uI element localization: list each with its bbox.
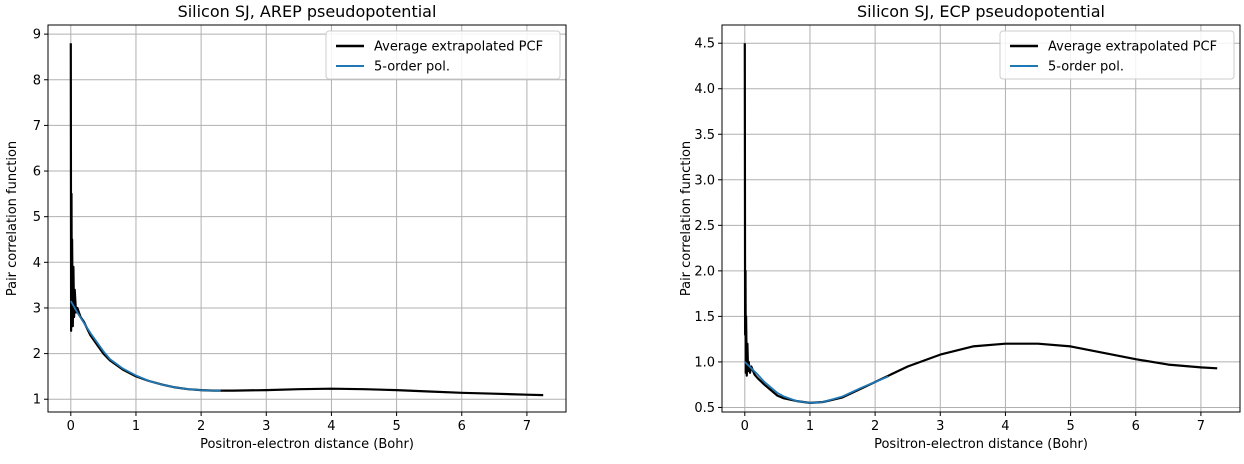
x-tick-label: 2 [197,419,205,434]
x-tick-label: 0 [67,419,75,434]
x-tick-label: 1 [132,419,140,434]
legend-label: 5-order pol. [1048,60,1124,75]
x-tick-label: 3 [262,419,270,434]
y-tick-label: 1 [33,393,41,408]
y-axis-label: Pair correlation function [5,141,20,296]
series-line-polynomial [70,300,221,392]
y-tick-label: 1.0 [694,355,715,370]
x-tick-label: 6 [458,419,466,434]
y-tick-label: 0.5 [694,401,715,416]
x-tick-label: 7 [523,419,531,434]
x-tick-label: 7 [1197,419,1205,434]
legend-label: Average extrapolated PCF [374,40,543,55]
y-tick-label: 8 [33,73,41,88]
x-axis-label: Positron-electron distance (Bohr) [874,437,1088,452]
x-tick-label: 5 [392,419,400,434]
x-tick-label: 6 [1132,419,1140,434]
y-tick-label: 4.0 [694,82,715,97]
series-line-pcf [743,43,1218,404]
y-tick-label: 2.0 [694,264,715,279]
legend: Average extrapolated PCF 5-order pol. [325,30,561,80]
x-axis-label: Positron-electron distance (Bohr) [200,437,414,452]
x-tick-label: 4 [327,419,335,434]
y-tick-label: 4.5 [694,37,715,52]
legend-box [325,30,561,80]
x-tick-label: 3 [936,419,944,434]
x-tick-label: 1 [806,419,814,434]
x-tick-label: 2 [871,419,879,434]
y-tick-label: 6 [33,165,41,180]
legend-label: 5-order pol. [374,60,450,75]
y-tick-label: 5 [33,210,41,225]
y-tick-label: 2.5 [694,219,715,234]
x-tick-label: 4 [1001,419,1009,434]
y-tick-label: 3.0 [694,173,715,188]
legend-box [999,30,1235,80]
chart-panel-1: 0 1 2 3 4 5 6 7 1 2 3 4 5 6 7 8 9 Silicon SJ, AREP pseudo… [5,2,567,452]
plot-area-frame [47,24,567,413]
chart-panel-2: 0 1 2 3 4 5 6 7 0.5 1.0 1.5 2.0 2.5 3.0 3.5 4.0 4.5 Silic… [679,2,1241,452]
chart-title: Silicon SJ, AREP pseudopotential [178,2,437,21]
series-line-polynomial [744,361,889,404]
series-line-pcf [69,43,544,397]
chart-title: Silicon SJ, ECP pseudopotential [857,2,1105,21]
y-axis-label: Pair correlation function [679,141,694,296]
x-tick-label: 5 [1066,419,1074,434]
y-tick-label: 9 [33,28,41,43]
legend: Average extrapolated PCF 5-order pol. [999,30,1235,80]
x-tick-label: 0 [741,419,749,434]
plot-area-frame [721,24,1241,413]
y-tick-label: 7 [33,119,41,134]
legend-label: Average extrapolated PCF [1048,40,1217,55]
y-tick-label: 2 [33,347,41,362]
y-tick-label: 1.5 [694,310,715,325]
y-tick-label: 3.5 [694,128,715,143]
y-tick-label: 3 [33,301,41,316]
y-tick-label: 4 [33,256,41,271]
